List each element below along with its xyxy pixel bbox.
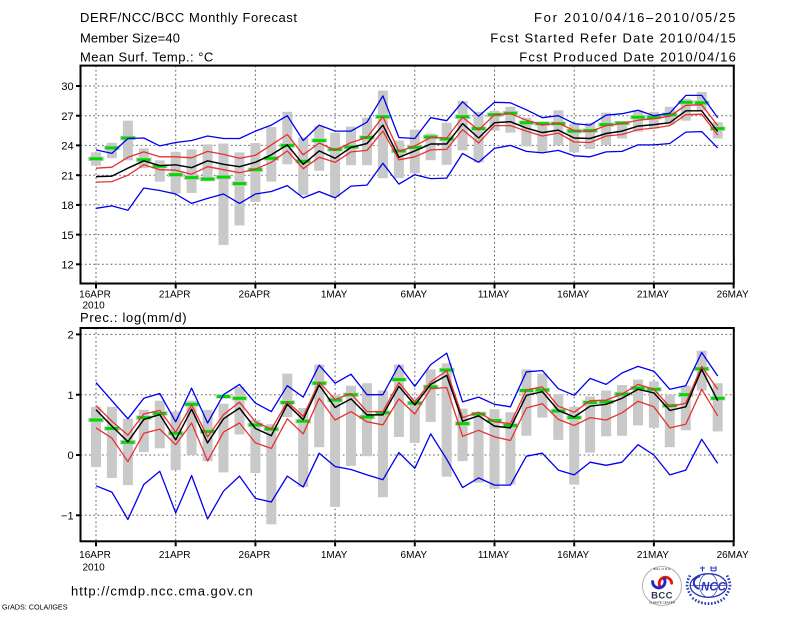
svg-text:2010: 2010 [82,301,105,312]
svg-text:16APR: 16APR [79,289,111,300]
svg-text:24: 24 [61,141,73,153]
svg-text:26MAY: 26MAY [717,289,749,300]
svg-text:2: 2 [67,330,73,342]
svg-text:NCC: NCC [701,582,727,594]
svg-text:16MAY: 16MAY [557,289,589,300]
svg-text:27: 27 [61,111,73,123]
svg-text:2010: 2010 [82,563,105,574]
svg-text:30: 30 [61,81,73,93]
svg-text:Prec.: log(mm/d): Prec.: log(mm/d) [80,310,187,325]
svg-text:15: 15 [61,230,73,242]
svg-text:B E I J I N G: B E I J I N G [654,567,671,571]
svg-text:26MAY: 26MAY [717,550,749,561]
svg-text:http://cmdp.ncc.cma.gov.cn: http://cmdp.ncc.cma.gov.cn [71,584,254,599]
svg-text:21APR: 21APR [159,550,191,561]
svg-text:1MAY: 1MAY [321,550,348,561]
svg-text:For 2010/04/16–2010/05/25: For 2010/04/16–2010/05/25 [534,10,737,25]
svg-text:GrADS: COLA/IGES: GrADS: COLA/IGES [2,603,68,612]
svg-text:1: 1 [67,390,73,402]
svg-text:18: 18 [61,200,73,212]
svg-text:11MAY: 11MAY [478,289,510,300]
svg-text:6MAY: 6MAY [401,550,428,561]
svg-text:21: 21 [61,170,73,182]
svg-text:0: 0 [67,450,73,462]
svg-text:11MAY: 11MAY [478,550,510,561]
svg-text:CLIMATE CENTER: CLIMATE CENTER [649,600,676,604]
svg-text:26APR: 26APR [239,550,271,561]
svg-text:21MAY: 21MAY [637,550,669,561]
svg-text:26APR: 26APR [239,289,271,300]
svg-text:6MAY: 6MAY [401,289,428,300]
svg-text:16MAY: 16MAY [557,550,589,561]
svg-text:12: 12 [61,260,73,272]
svg-text:Member Size=40: Member Size=40 [80,31,180,46]
svg-text:Mean Surf. Temp.: °C: Mean Surf. Temp.: °C [80,50,214,65]
svg-text:−1: −1 [61,511,74,523]
svg-text:21MAY: 21MAY [637,289,669,300]
svg-text:1MAY: 1MAY [321,289,348,300]
svg-text:Fcst Started Refer Date 2010/0: Fcst Started Refer Date 2010/04/15 [490,31,737,46]
svg-text:DERF/NCC/BCC Monthly Forecast: DERF/NCC/BCC Monthly Forecast [80,10,298,25]
svg-text:16APR: 16APR [79,550,111,561]
svg-text:21APR: 21APR [159,289,191,300]
svg-text:BCC: BCC [651,590,673,601]
svg-text:Fcst Produced Date 2010/04/16: Fcst Produced Date 2010/04/16 [519,50,737,65]
